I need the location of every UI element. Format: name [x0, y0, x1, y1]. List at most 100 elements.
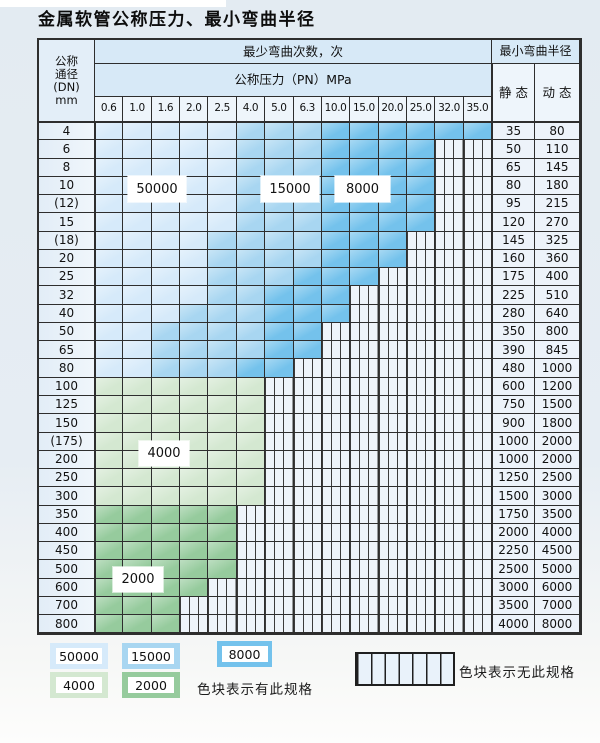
no-spec-cell: [236, 505, 266, 524]
dynamic-value-cell: 8000: [535, 615, 581, 634]
dn-cell: 800: [39, 615, 95, 634]
no-spec-cell: [265, 578, 294, 597]
no-spec-cell: [378, 304, 407, 323]
no-spec-cell: [350, 414, 379, 433]
no-spec-cell: [463, 341, 493, 360]
dn-cell: 100: [39, 377, 95, 396]
legend-value-8000: 8000: [221, 646, 268, 662]
no-spec-cell: [406, 615, 436, 634]
no-spec-cell: [435, 286, 464, 305]
no-spec-cell: [236, 596, 266, 616]
no-spec-cell: [378, 523, 407, 543]
pressure-col-header: 2.0: [180, 97, 209, 122]
spec-cell: [378, 140, 407, 159]
spec-cell: [180, 176, 209, 196]
spec-cell: [378, 122, 407, 141]
no-spec-cell: [406, 414, 436, 433]
no-spec-cell: [236, 523, 266, 543]
no-spec-cell: [265, 523, 294, 543]
static-value-cell: 480: [492, 359, 536, 378]
legend-value-50000: 50000: [56, 648, 102, 664]
spec-cell: [350, 140, 379, 159]
no-spec-cell: [463, 286, 493, 305]
spec-cell: [236, 432, 266, 451]
spec-cell: [180, 304, 209, 323]
spec-cell: [265, 286, 294, 305]
static-value-cell: 750: [492, 395, 536, 415]
no-spec-cell: [321, 542, 351, 561]
no-spec-cell: [463, 615, 493, 634]
spec-cell: [350, 158, 379, 177]
no-spec-cell: [378, 542, 407, 561]
no-spec-cell: [293, 469, 322, 488]
no-spec-cell: [463, 249, 493, 269]
static-value-cell: 80: [492, 176, 536, 196]
spec-cell: [236, 377, 266, 396]
spec-cell: [406, 140, 436, 159]
no-spec-cell: [265, 615, 294, 634]
static-value-cell: 3500: [492, 596, 536, 616]
spec-cell: [293, 286, 322, 305]
nominal-pressure-header: 公称压力（PN）MPa: [95, 64, 493, 97]
spec-cell: [265, 122, 294, 141]
static-value-cell: 225: [492, 286, 536, 305]
spec-cell: [293, 158, 322, 177]
static-value-cell: 390: [492, 341, 536, 360]
no-spec-cell: [435, 158, 464, 177]
no-spec-cell: [406, 341, 436, 360]
no-spec-cell: [236, 542, 266, 561]
spec-cell: [180, 213, 209, 232]
legend-value-2000: 2000: [128, 677, 174, 693]
static-value-cell: 2000: [492, 523, 536, 543]
spec-cell: [95, 341, 124, 360]
spec-cell: [95, 304, 124, 323]
spec-cell: [123, 322, 152, 342]
legend-value-15000: 15000: [128, 648, 174, 664]
spec-cell: [123, 469, 152, 488]
no-spec-cell: [435, 432, 464, 451]
no-spec-cell: [435, 487, 464, 506]
spec-cell: [95, 542, 124, 561]
spec-cell: [95, 414, 124, 433]
dynamic-value-cell: 845: [535, 341, 581, 360]
dynamic-value-cell: 145: [535, 158, 581, 177]
spec-cell: [95, 158, 124, 177]
no-spec-cell: [350, 578, 379, 597]
pressure-col-header: 2.5: [208, 97, 237, 122]
legend-value-4000: 4000: [56, 677, 102, 693]
spec-cell: [151, 304, 181, 323]
static-value-cell: 600: [492, 377, 536, 396]
no-spec-cell: [321, 523, 351, 543]
no-spec-cell: [435, 615, 464, 634]
dynamic-value-cell: 80: [535, 122, 581, 141]
spec-cell: [208, 469, 237, 488]
dn-cell: 600: [39, 578, 95, 597]
spec-cell: [151, 231, 181, 250]
static-value-cell: 2500: [492, 560, 536, 579]
static-value-cell: 120: [492, 213, 536, 232]
no-spec-cell: [435, 359, 464, 378]
spec-cell: [95, 377, 124, 396]
dynamic-value-cell: 110: [535, 140, 581, 159]
no-spec-cell: [350, 615, 379, 634]
spec-cell: [236, 414, 266, 433]
spec-table: 公称 通径 (DN) mm 最少弯曲次数，次 最小弯曲半径 公称压力（PN）MP…: [37, 38, 583, 636]
no-spec-cell: [435, 341, 464, 360]
no-spec-cell: [463, 213, 493, 232]
no-spec-cell: [350, 322, 379, 342]
spec-cell: [180, 140, 209, 159]
spec-cell: [123, 249, 152, 269]
dynamic-value-cell: 5000: [535, 560, 581, 579]
no-spec-cell: [293, 578, 322, 597]
spec-cell: [151, 322, 181, 342]
zone-label-2000: 2000: [113, 567, 163, 592]
no-spec-cell: [350, 487, 379, 506]
dynamic-value-cell: 4000: [535, 523, 581, 543]
spec-cell: [236, 231, 266, 250]
spec-cell: [123, 286, 152, 305]
spec-cell: [236, 395, 266, 415]
spec-cell: [180, 286, 209, 305]
no-spec-cell: [463, 523, 493, 543]
spec-cell: [180, 469, 209, 488]
spec-cell: [208, 560, 237, 579]
